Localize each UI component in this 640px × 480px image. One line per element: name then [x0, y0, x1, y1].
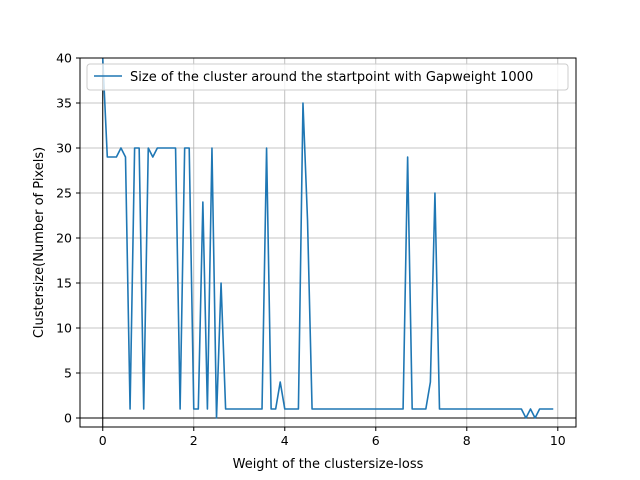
x-tick-label-2: 4 [281, 433, 289, 448]
x-tick-label-4: 8 [463, 433, 471, 448]
y-tick-label-8: 40 [56, 51, 72, 66]
y-tick-label-2: 10 [56, 321, 72, 336]
legend: Size of the cluster around the startpoin… [86, 63, 569, 91]
series-layer [101, 57, 554, 419]
y-tick-label-3: 15 [56, 276, 72, 291]
x-axis-ticks: 0 2 4 6 8 10 [99, 427, 566, 448]
y-tick-label-0: 0 [64, 411, 72, 426]
y-axis-label: Clustersize(Number of Pixels) [32, 147, 47, 338]
plot-frame [79, 57, 577, 428]
y-tick-label-1: 5 [64, 366, 72, 381]
legend-box [86, 63, 569, 91]
x-tick-label-1: 2 [190, 433, 198, 448]
zero-lines [80, 58, 576, 427]
x-axis-label: Weight of the clustersize-loss [233, 457, 424, 472]
y-tick-label-4: 20 [56, 231, 72, 246]
y-tick-label-5: 25 [56, 186, 72, 201]
plot-area [80, 58, 576, 427]
y-axis-ticks: 0 5 10 15 20 25 30 35 40 [56, 51, 80, 426]
x-tick-label-0: 0 [99, 433, 107, 448]
y-tick-label-7: 35 [56, 96, 72, 111]
y-tick-label-6: 30 [56, 141, 72, 156]
series-line-0 [101, 57, 554, 419]
legend-entry: Size of the cluster around the startpoin… [130, 70, 533, 85]
x-tick-label-3: 6 [372, 433, 380, 448]
x-tick-label-5: 10 [550, 433, 566, 448]
